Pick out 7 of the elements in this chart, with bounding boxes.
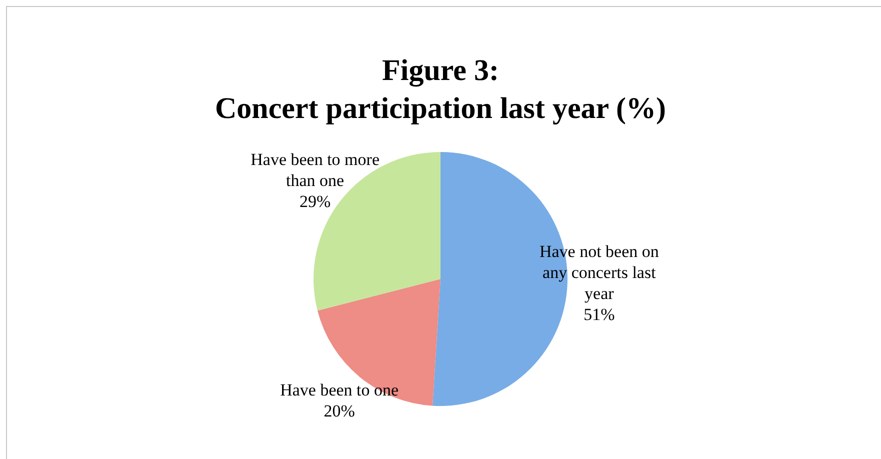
slice-label: Have been to one [280,380,399,400]
chart-subtitle: Concert participation last year (%) [214,91,668,127]
data-label: 51% [584,304,615,324]
data-label: 20% [324,401,355,420]
chart-title: Figure 3: [381,53,500,89]
slice-label: Have been to more than one [250,150,380,190]
data-label: 29% [299,192,331,212]
